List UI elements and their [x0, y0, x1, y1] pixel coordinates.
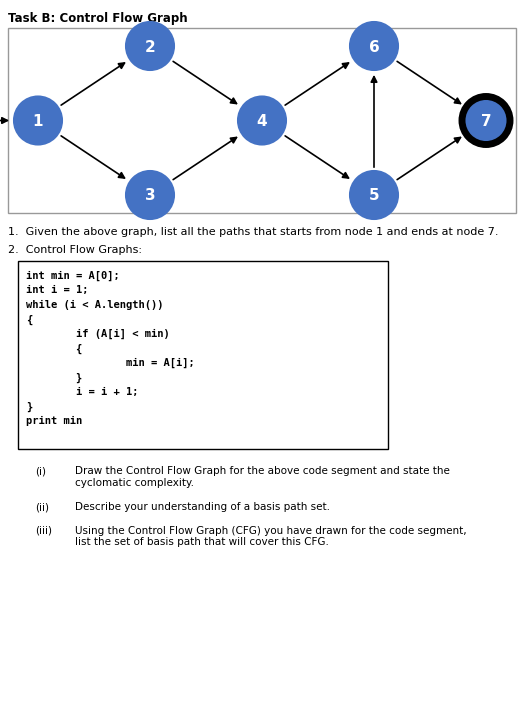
Circle shape — [126, 22, 174, 70]
Bar — [8, 28, 516, 213]
Text: Task B: Control Flow Graph: Task B: Control Flow Graph — [8, 12, 188, 25]
Circle shape — [462, 97, 510, 144]
Circle shape — [350, 171, 398, 219]
Text: Describe your understanding of a basis path set.: Describe your understanding of a basis p… — [75, 503, 330, 513]
Text: int i = 1;: int i = 1; — [26, 286, 89, 296]
Circle shape — [14, 97, 62, 144]
Text: {: { — [26, 314, 32, 325]
Text: (i): (i) — [35, 466, 46, 476]
Text: min = A[i];: min = A[i]; — [26, 358, 195, 368]
Text: (iii): (iii) — [35, 525, 52, 535]
Circle shape — [126, 171, 174, 219]
Text: {: { — [26, 343, 82, 353]
Text: 4: 4 — [257, 114, 267, 129]
Circle shape — [350, 22, 398, 70]
Text: print min: print min — [26, 416, 82, 426]
Text: 1: 1 — [33, 114, 43, 129]
Text: }: } — [26, 402, 32, 412]
Text: 7: 7 — [481, 114, 491, 129]
Text: 6: 6 — [369, 40, 379, 55]
Text: 1.  Given the above graph, list all the paths that starts from node 1 and ends a: 1. Given the above graph, list all the p… — [8, 227, 499, 237]
Text: }: } — [26, 373, 82, 383]
Bar — [18, 261, 388, 449]
Text: Using the Control Flow Graph (CFG) you have drawn for the code segment,
list the: Using the Control Flow Graph (CFG) you h… — [75, 525, 466, 547]
Text: 3: 3 — [145, 188, 155, 203]
Text: Draw the Control Flow Graph for the above code segment and state the
cyclomatic : Draw the Control Flow Graph for the abov… — [75, 466, 450, 488]
Text: int min = A[0];: int min = A[0]; — [26, 271, 120, 282]
Text: while (i < A.length()): while (i < A.length()) — [26, 300, 163, 310]
Text: 5: 5 — [369, 188, 379, 203]
Text: i = i + 1;: i = i + 1; — [26, 387, 138, 397]
Text: 2: 2 — [145, 40, 155, 55]
Text: (ii): (ii) — [35, 503, 49, 513]
Text: if (A[i] < min): if (A[i] < min) — [26, 329, 170, 339]
Text: 2.  Control Flow Graphs:: 2. Control Flow Graphs: — [8, 245, 142, 255]
Circle shape — [238, 97, 286, 144]
